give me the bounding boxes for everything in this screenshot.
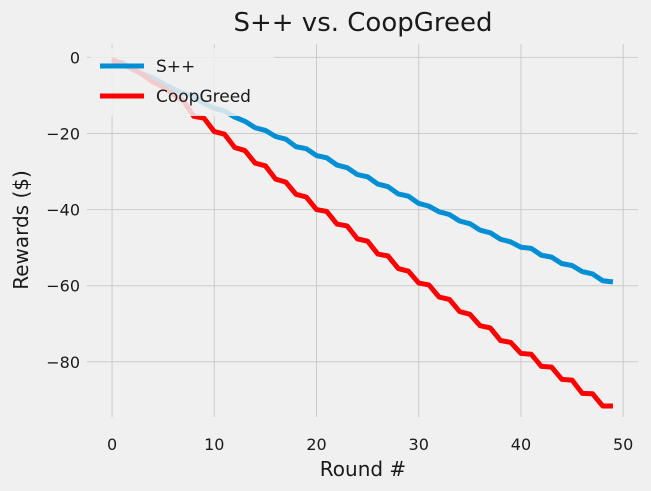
legend-label-coopgreed: CoopGreed (156, 87, 251, 107)
y-tick-label: −20 (46, 124, 80, 143)
x-tick-label: 20 (306, 435, 326, 454)
x-tick-labels: 0 10 20 30 40 50 (107, 435, 633, 454)
x-tick-label: 0 (107, 435, 117, 454)
legend: S++ CoopGreed (90, 48, 274, 116)
y-tick-label: 0 (70, 48, 80, 67)
x-tick-label: 30 (409, 435, 429, 454)
y-axis-label: Rewards ($) (9, 170, 33, 290)
x-tick-label: 50 (613, 435, 633, 454)
y-tick-label: −80 (46, 353, 80, 372)
plot-area (87, 44, 638, 417)
y-tick-label: −60 (46, 277, 80, 296)
x-axis-label: Round # (320, 457, 406, 481)
grid (87, 44, 638, 417)
x-tick-label: 40 (511, 435, 531, 454)
series-line-coopgreed (110, 56, 613, 409)
x-tick-label: 10 (204, 435, 224, 454)
legend-label-s-plus-plus: S++ (156, 57, 195, 77)
chart-title: S++ vs. CoopGreed (233, 8, 492, 38)
y-tick-labels: 0 −20 −40 −60 −80 (46, 48, 80, 371)
y-tick-label: −40 (46, 201, 80, 220)
